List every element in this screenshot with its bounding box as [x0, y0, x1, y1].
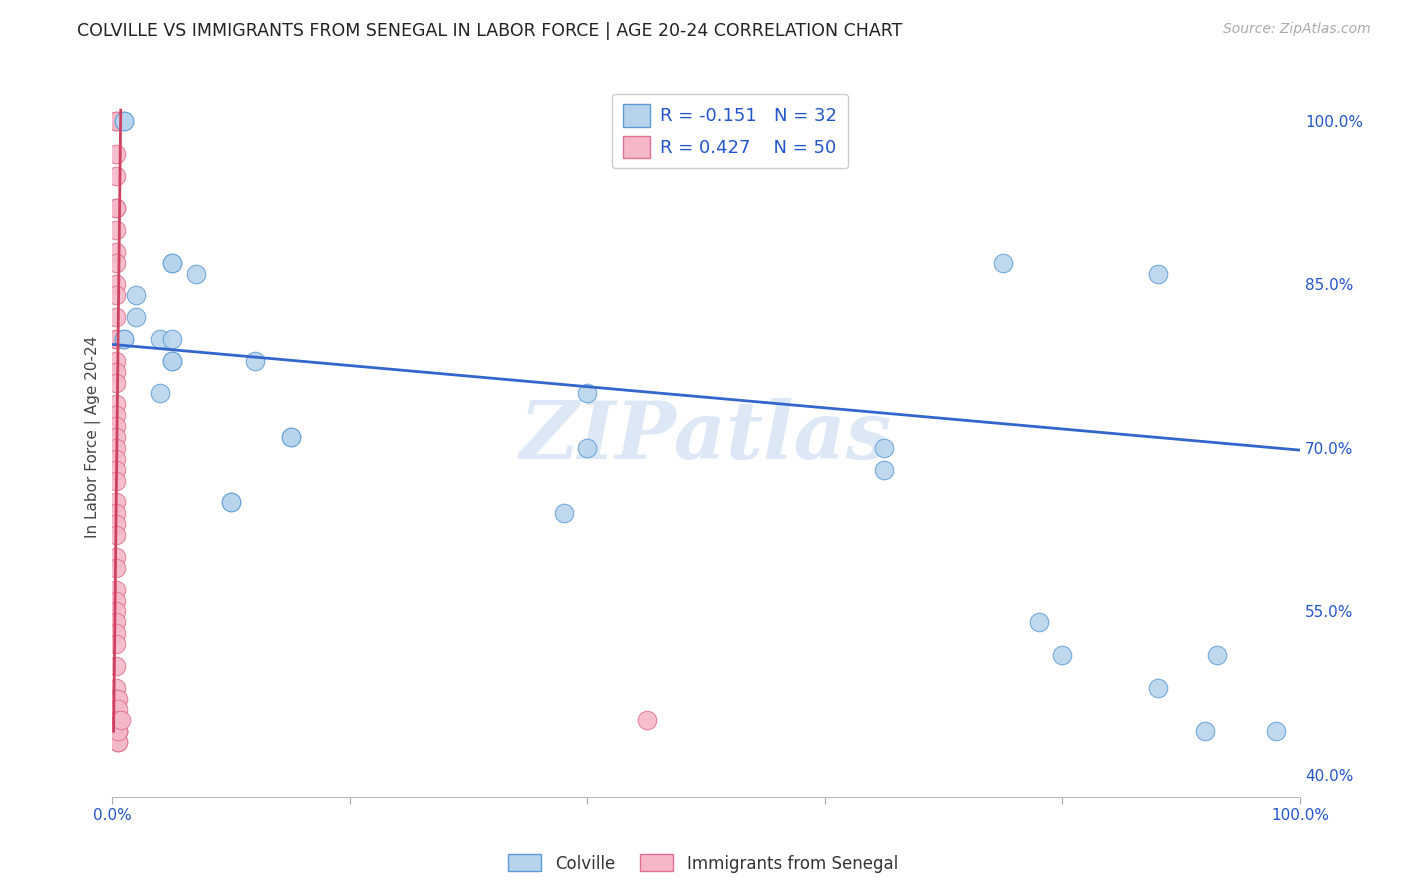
Point [636, 714, 658, 728]
Point [104, 626, 127, 640]
Point [104, 169, 127, 183]
Point [107, 714, 129, 728]
Point [104, 365, 127, 379]
Point [576, 386, 599, 401]
Point [184, 267, 207, 281]
Point [104, 681, 127, 695]
Point [104, 376, 127, 390]
Point [104, 244, 127, 259]
Legend: R = -0.151   N = 32, R = 0.427    N = 50: R = -0.151 N = 32, R = 0.427 N = 50 [612, 94, 848, 169]
Point [160, 332, 183, 346]
Point [160, 256, 183, 270]
Point [110, 714, 132, 728]
Legend: Colville, Immigrants from Senegal: Colville, Immigrants from Senegal [502, 847, 904, 880]
Point [104, 353, 127, 368]
Point [149, 332, 172, 346]
Point [104, 397, 127, 411]
Point [125, 288, 148, 302]
Point [104, 604, 127, 618]
Point [112, 114, 135, 128]
Point [104, 517, 127, 532]
Point [160, 256, 183, 270]
Point [104, 495, 127, 509]
Text: ZIPatlas: ZIPatlas [520, 399, 893, 475]
Point [1052, 648, 1074, 662]
Point [104, 451, 127, 466]
Point [219, 495, 242, 509]
Point [104, 615, 127, 630]
Point [104, 310, 127, 325]
Point [104, 409, 127, 423]
Point [219, 495, 242, 509]
Text: Source: ZipAtlas.com: Source: ZipAtlas.com [1223, 22, 1371, 37]
Point [104, 277, 127, 292]
Point [104, 201, 127, 215]
Point [873, 463, 896, 477]
Point [107, 724, 129, 739]
Point [104, 332, 127, 346]
Point [104, 201, 127, 215]
Point [104, 332, 127, 346]
Point [160, 353, 183, 368]
Point [104, 637, 127, 651]
Point [107, 724, 129, 739]
Point [873, 441, 896, 455]
Point [1194, 724, 1216, 739]
Point [1146, 267, 1168, 281]
Point [104, 114, 127, 128]
Point [104, 528, 127, 542]
Point [112, 114, 135, 128]
Point [991, 256, 1014, 270]
Point [125, 310, 148, 325]
Point [280, 430, 302, 444]
Point [160, 353, 183, 368]
Point [112, 332, 135, 346]
Point [280, 430, 302, 444]
Point [104, 561, 127, 575]
Point [104, 441, 127, 455]
Point [104, 474, 127, 488]
Text: COLVILLE VS IMMIGRANTS FROM SENEGAL IN LABOR FORCE | AGE 20-24 CORRELATION CHART: COLVILLE VS IMMIGRANTS FROM SENEGAL IN L… [77, 22, 903, 40]
Point [104, 223, 127, 237]
Point [553, 506, 575, 520]
Point [1146, 681, 1168, 695]
Point [104, 549, 127, 564]
Point [104, 419, 127, 434]
Point [576, 441, 599, 455]
Point [104, 463, 127, 477]
Point [104, 506, 127, 520]
Point [104, 288, 127, 302]
Point [104, 430, 127, 444]
Point [243, 353, 266, 368]
Point [1265, 724, 1288, 739]
Point [112, 332, 135, 346]
Point [107, 691, 129, 706]
Point [104, 114, 127, 128]
Point [104, 691, 127, 706]
Point [104, 582, 127, 597]
Point [104, 593, 127, 607]
Point [1205, 648, 1227, 662]
Point [104, 256, 127, 270]
Y-axis label: In Labor Force | Age 20-24: In Labor Force | Age 20-24 [86, 336, 101, 538]
Point [107, 735, 129, 749]
Point [149, 386, 172, 401]
Point [104, 146, 127, 161]
Point [107, 702, 129, 716]
Point [107, 724, 129, 739]
Point [104, 659, 127, 673]
Point [1028, 615, 1050, 630]
Point [107, 735, 129, 749]
